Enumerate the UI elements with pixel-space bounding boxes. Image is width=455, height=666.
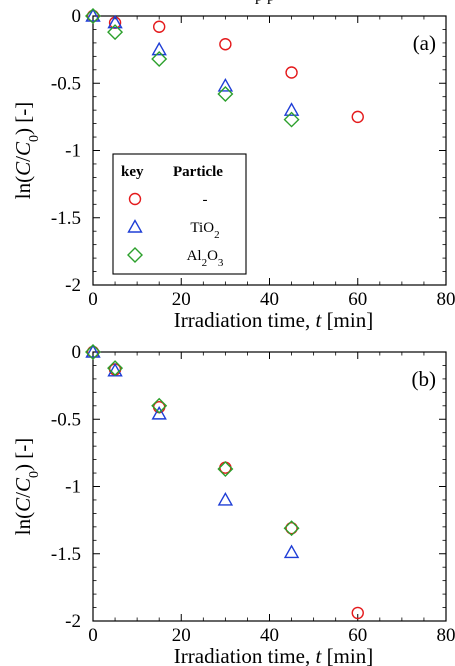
y-tick-label: -1 <box>65 141 81 162</box>
x-tick-label: 60 <box>348 289 367 310</box>
series-triangle <box>85 344 300 559</box>
data-point <box>283 520 300 537</box>
legend-label: TiO2 <box>190 220 219 241</box>
legend-header-key: key <box>121 164 144 180</box>
data-point <box>285 521 298 535</box>
data-point <box>217 78 234 92</box>
y-tick-label: -1 <box>65 477 81 498</box>
x-tick-label: 20 <box>172 625 191 646</box>
y-tick-label: -1.5 <box>51 544 81 565</box>
data-point <box>107 14 123 29</box>
data-point <box>151 397 168 414</box>
data-point <box>151 41 167 56</box>
y-tick-label: -0.5 <box>51 73 81 94</box>
y-tick-label: 0 <box>72 342 82 363</box>
chart-panel-a: 0 20 40 60 80 0 -0.5 -1 -1.5 -2 Irradiation time, … <box>11 6 455 332</box>
legend: key Particle - TiO2 Al2O3 <box>112 153 247 275</box>
series-circle <box>86 9 364 124</box>
x-tick-label: 40 <box>260 625 279 646</box>
x-tick-label: 0 <box>88 625 98 646</box>
data-point <box>151 405 167 420</box>
legend-marker <box>127 219 143 233</box>
plot-frame <box>92 351 447 622</box>
x-tick-label: 60 <box>348 625 367 646</box>
data-point <box>283 544 300 559</box>
y-axis-label: ln(C/C0) [-] <box>11 102 42 199</box>
legend-label: - <box>203 192 208 208</box>
series-circle <box>86 345 364 620</box>
y-tick-label: 0 <box>72 6 82 27</box>
data-point <box>285 66 298 79</box>
data-point <box>217 461 234 478</box>
data-point <box>351 110 364 124</box>
y-tick-label: -0.5 <box>51 409 81 430</box>
data-point <box>107 24 124 41</box>
data-point <box>351 606 364 620</box>
data-point <box>217 86 234 102</box>
x-tick-label: 40 <box>260 289 279 310</box>
series-triangle <box>85 8 300 116</box>
data-point <box>85 8 101 22</box>
data-point <box>151 51 168 68</box>
legend-box <box>112 153 247 275</box>
data-point <box>85 344 101 360</box>
x-axis-label: Irradiation time, t [min] <box>174 308 373 332</box>
data-point <box>152 20 166 33</box>
y-axis-label: ln(C/C0) [-] <box>11 438 42 535</box>
legend-header-particle: Particle <box>173 164 223 180</box>
data-point <box>85 344 101 358</box>
legend-marker <box>128 192 142 206</box>
legend-label: Al2O3 <box>187 248 224 269</box>
panel-label: (a) <box>413 31 436 55</box>
x-tick-label: 80 <box>437 625 455 646</box>
figure-title-fragment: p p <box>255 0 275 4</box>
data-point <box>283 102 300 116</box>
x-tick-label: 80 <box>437 289 455 310</box>
chart-panel-b: 0 20 40 60 80 0 -0.5 -1 -1.5 -2 Irradiation time, … <box>11 342 455 666</box>
x-tick-label: 20 <box>172 289 191 310</box>
y-tick-label: -2 <box>65 275 81 296</box>
x-tick-label: 0 <box>88 289 98 310</box>
data-point <box>219 38 232 51</box>
data-point <box>217 492 234 506</box>
data-point <box>107 360 124 377</box>
y-tick-label: -2 <box>65 611 81 632</box>
legend-marker <box>127 247 143 263</box>
y-tick-label: -1.5 <box>51 208 81 229</box>
x-axis-label: Irradiation time, t [min] <box>174 644 373 666</box>
series-diamond <box>85 344 300 537</box>
data-point <box>283 111 300 128</box>
panel-label: (b) <box>412 367 437 391</box>
series-diamond <box>85 8 300 128</box>
data-point <box>85 8 101 24</box>
